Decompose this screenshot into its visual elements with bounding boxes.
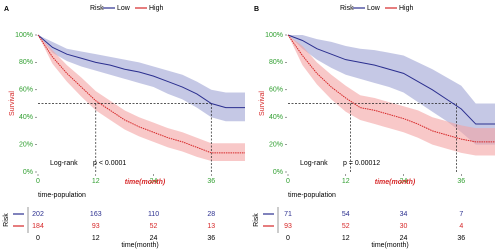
risk-x-tick-label: 12 xyxy=(342,235,350,242)
risk-x-tick-label: 0 xyxy=(286,235,290,242)
risk-count: 7 xyxy=(459,211,463,218)
x-tick-label: 12 xyxy=(92,178,100,185)
y-axis-label: Survival xyxy=(259,91,266,116)
y-tick-label: 40% xyxy=(19,114,33,121)
y-tick-label: 0% xyxy=(23,169,33,176)
legend-label: Low xyxy=(367,5,381,12)
risk-x-tick-label: 24 xyxy=(400,235,408,242)
x-axis-label: time(month) xyxy=(125,179,166,186)
risk-x-tick-label: 36 xyxy=(207,235,215,242)
y-tick-label: 60% xyxy=(19,87,33,94)
x-tick-label: 36 xyxy=(457,178,465,185)
annotation: Log-rank xyxy=(300,160,328,167)
survival-curve xyxy=(37,34,245,154)
survival-curve xyxy=(37,34,245,109)
survival-curve xyxy=(287,34,495,125)
risk-x-tick-label: 36 xyxy=(457,235,465,242)
y-tick-label: 100% xyxy=(15,32,33,39)
annotation: p < 0.0001 xyxy=(93,160,126,167)
risk-x-tick-label: 0 xyxy=(36,235,40,242)
legend-label: High xyxy=(149,5,164,12)
risk-count: 184 xyxy=(32,223,44,230)
y-axis-label: Survival xyxy=(9,91,16,116)
legend-title: Risk xyxy=(340,5,354,12)
risk-x-label: time(month) xyxy=(121,242,158,249)
risk-x-label: time(month) xyxy=(371,242,408,249)
risk-count: 93 xyxy=(284,223,292,230)
risk-table-ylabel: Risk xyxy=(253,213,260,227)
y-tick-label: 20% xyxy=(19,141,33,148)
annotation: Log-rank xyxy=(50,160,78,167)
risk-count: 28 xyxy=(207,211,215,218)
risk-count: 71 xyxy=(284,211,292,218)
risk-table-ylabel: Risk xyxy=(3,213,10,227)
risk-count: 4 xyxy=(459,223,463,230)
risk-count: 202 xyxy=(32,211,44,218)
legend-title: Risk xyxy=(90,5,104,12)
risk-count: 52 xyxy=(342,223,350,230)
risk-count: 93 xyxy=(92,223,100,230)
confidence-band xyxy=(288,35,495,145)
x-tick-label: 36 xyxy=(207,178,215,185)
y-tick-label: 80% xyxy=(269,59,283,66)
risk-count: 163 xyxy=(90,211,102,218)
y-tick-label: 100% xyxy=(265,32,283,39)
x-axis-label: time(month) xyxy=(375,179,416,186)
risk-count: 54 xyxy=(342,211,350,218)
risk-count: 13 xyxy=(207,223,215,230)
x-tick-label: 24 xyxy=(150,178,158,185)
x-tick-label: 12 xyxy=(342,178,350,185)
risk-count: 30 xyxy=(400,223,408,230)
risk-count: 34 xyxy=(400,211,408,218)
y-tick-label: 40% xyxy=(269,114,283,121)
panel-label: B xyxy=(254,6,259,13)
risk-count: 110 xyxy=(148,211,159,218)
risk-count: 52 xyxy=(150,223,158,230)
legend-label: High xyxy=(399,5,414,12)
y-tick-label: 0% xyxy=(273,169,283,176)
annotation: p = 0.00012 xyxy=(343,160,380,167)
y-tick-label: 20% xyxy=(269,141,283,148)
y-tick-label: 80% xyxy=(19,59,33,66)
legend-label: Low xyxy=(117,5,131,12)
confidence-band xyxy=(38,35,245,162)
risk-table-title: time-population xyxy=(288,192,336,199)
confidence-band xyxy=(288,35,495,156)
x-tick-label: 0 xyxy=(36,178,40,185)
risk-x-tick-label: 24 xyxy=(150,235,158,242)
y-tick-label: 60% xyxy=(269,87,283,94)
panel-label: A xyxy=(4,6,9,13)
confidence-band xyxy=(38,35,245,122)
risk-x-tick-label: 12 xyxy=(92,235,100,242)
x-tick-label: 0 xyxy=(286,178,290,185)
risk-table-title: time-population xyxy=(38,192,86,199)
x-tick-label: 24 xyxy=(400,178,408,185)
